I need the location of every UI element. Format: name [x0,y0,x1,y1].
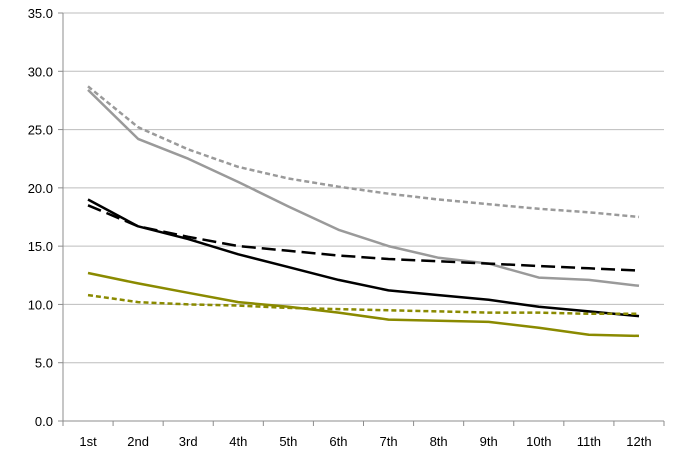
series-line-5 [87,271,640,338]
y-tick-label: 35.0 [28,6,53,21]
x-tick-label: 3rd [179,434,198,449]
y-tick-label: 30.0 [28,64,53,79]
y-tick-label: 5.0 [35,356,53,371]
y-tick-label: 15.0 [28,239,53,254]
series-lines [87,85,640,338]
x-tick-label: 5th [279,434,297,449]
x-axis-tick-labels: 1st 2nd 3rd 4th 5th 6th 7th 8th 9th 10th 11th 12th [79,434,651,449]
x-tick-label: 4th [229,434,247,449]
x-tick-label: 8th [430,434,448,449]
series-line-3 [87,198,640,318]
series-line-2 [87,89,640,288]
x-tick-label: 2nd [127,434,149,449]
y-tick-label: 10.0 [28,297,53,312]
series-line-4 [87,204,640,272]
y-tick-label: 20.0 [28,181,53,196]
y-tick-label: 25.0 [28,123,53,138]
x-tick-label: 12th [626,434,651,449]
y-axis-tick-labels: 0.0 5.0 10.0 15.0 20.0 25.0 30.0 35.0 [28,6,53,429]
x-tick-label: 1st [79,434,97,449]
x-tick-label: 9th [480,434,498,449]
x-tick-label: 10th [526,434,551,449]
x-tick-label: 7th [380,434,398,449]
x-tick-label: 6th [329,434,347,449]
series-line-1 [87,85,640,219]
x-tick-label: 11th [577,434,601,449]
axes [58,12,665,426]
y-tick-label: 0.0 [35,414,53,429]
series-line-6 [87,293,639,316]
